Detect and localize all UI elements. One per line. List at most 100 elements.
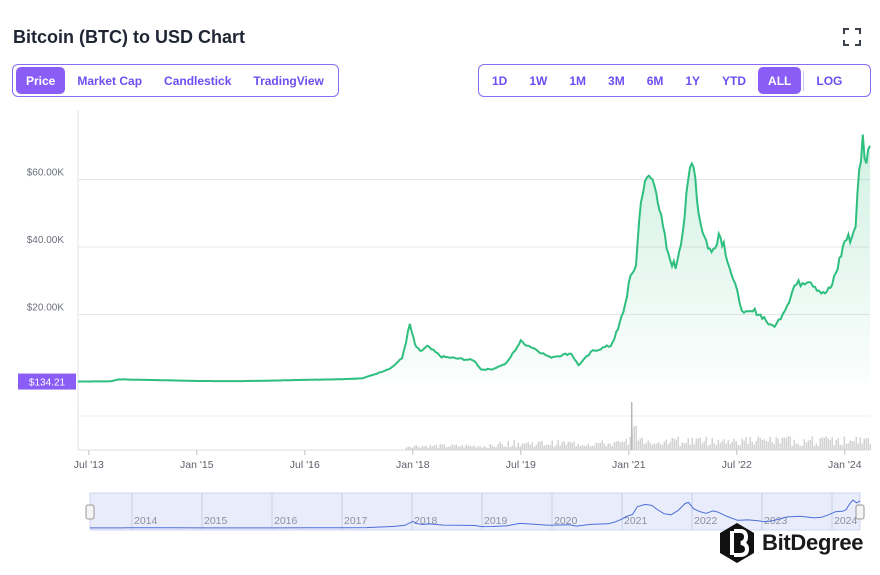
volume-bar <box>855 436 857 450</box>
volume-bar <box>441 444 443 450</box>
navigator-year-label: 2021 <box>624 515 648 527</box>
volume-bar <box>707 445 709 450</box>
volume-bar <box>789 436 791 450</box>
fullscreen-icon[interactable] <box>843 28 861 46</box>
volume-bar <box>645 442 647 450</box>
volume-bar <box>857 443 859 450</box>
bitdegree-watermark: BitDegree <box>718 522 864 564</box>
range-ytd-button[interactable]: YTD <box>712 67 756 94</box>
volume-bar <box>669 441 671 450</box>
volume-bar <box>605 445 607 450</box>
volume-bar <box>409 446 411 450</box>
volume-bar <box>749 436 751 450</box>
volume-bar <box>687 438 689 450</box>
y-tick-label: $20.00K <box>27 303 65 314</box>
volume-bar <box>793 439 795 450</box>
volume-bar <box>837 437 839 450</box>
volume-bar <box>423 446 425 450</box>
range-3m-button[interactable]: 3M <box>598 67 635 94</box>
volume-bar <box>593 445 595 450</box>
volume-bar <box>767 441 769 450</box>
volume-bar <box>465 444 467 450</box>
volume-bar <box>433 445 435 450</box>
volume-bar <box>673 438 675 450</box>
volume-bar <box>575 446 577 450</box>
volume-bar <box>779 443 781 450</box>
price-chart[interactable]: $20.00K $40.00K $60.00K Jul '13 Jan '15 Jul '… <box>0 100 880 540</box>
volume-bar <box>615 441 617 450</box>
volume-bar <box>477 446 479 450</box>
y-tick-label: $40.00K <box>27 235 65 246</box>
volume-bar <box>541 440 543 450</box>
volume-bar <box>709 444 711 450</box>
log-scale-button[interactable]: LOG <box>806 67 852 94</box>
volume-bar <box>649 442 651 450</box>
volume-bar <box>489 444 491 450</box>
range-1m-button[interactable]: 1M <box>559 67 596 94</box>
volume-bar <box>603 443 605 450</box>
volume-bar <box>621 441 623 450</box>
volume-bar <box>863 438 865 450</box>
volume-bar <box>563 441 565 450</box>
volume-bar <box>713 443 715 450</box>
range-navigator[interactable]: 2014 2015 2016 2017 2018 2019 2020 2021 2022 2023… <box>85 492 865 531</box>
navigator-year-label: 2022 <box>694 515 718 527</box>
y-tick-label: $60.00K <box>27 168 65 179</box>
volume-bar <box>761 439 763 450</box>
volume-bar <box>705 436 707 450</box>
volume-bar <box>679 445 681 450</box>
volume-bar <box>579 445 581 450</box>
volume-bar <box>719 443 721 450</box>
volume-bar <box>431 446 433 450</box>
volume-bar <box>493 447 495 450</box>
volume-bar <box>735 441 737 450</box>
volume-bar <box>463 447 465 450</box>
tab-market-cap[interactable]: Market Cap <box>67 67 152 94</box>
navigator-year-label: 2015 <box>204 515 228 527</box>
range-all-button[interactable]: ALL <box>758 67 802 94</box>
volume-bar <box>769 436 771 450</box>
volume-bar <box>425 445 427 450</box>
volume-bar <box>529 444 531 450</box>
range-1y-button[interactable]: 1Y <box>675 67 710 94</box>
range-6m-button[interactable]: 6M <box>637 67 674 94</box>
volume-bar <box>429 444 431 450</box>
volume-bar <box>831 437 833 450</box>
volume-bar <box>625 438 627 450</box>
volume-bar <box>517 443 519 450</box>
volume-bar <box>777 438 779 450</box>
volume-spike <box>630 402 633 450</box>
volume-bar <box>757 436 759 450</box>
volume-bar <box>589 446 591 450</box>
volume-bar <box>497 444 499 450</box>
volume-bar <box>609 443 611 450</box>
volume-bar <box>641 437 643 450</box>
price-line <box>77 134 871 383</box>
volume-bar <box>503 446 505 450</box>
volume-bar <box>443 444 445 450</box>
volume-bar <box>495 447 497 450</box>
time-range-selector: 1D 1W 1M 3M 6M 1Y YTD ALL LOG <box>478 64 871 97</box>
range-separator <box>803 70 805 91</box>
volume-bar <box>685 443 687 450</box>
volume-bar <box>729 443 731 450</box>
volume-bar <box>755 440 757 450</box>
volume-bar <box>501 444 503 450</box>
tab-price[interactable]: Price <box>16 67 66 94</box>
volume-bar <box>849 440 851 450</box>
volume-bar <box>811 436 813 450</box>
range-1w-button[interactable]: 1W <box>519 67 557 94</box>
range-1d-button[interactable]: 1D <box>482 67 517 94</box>
volume-bar <box>737 444 739 450</box>
volume-bar <box>771 442 773 450</box>
volume-bar <box>587 443 589 450</box>
volume-bar <box>427 447 429 450</box>
volume-bar <box>691 438 693 450</box>
tab-tradingview[interactable]: TradingView <box>243 67 333 94</box>
volume-bars <box>405 402 871 450</box>
volume-bar <box>807 440 809 450</box>
volume-bar <box>681 442 683 450</box>
tab-candlestick[interactable]: Candlestick <box>154 67 241 94</box>
volume-bar <box>471 446 473 450</box>
volume-bar <box>773 443 775 450</box>
